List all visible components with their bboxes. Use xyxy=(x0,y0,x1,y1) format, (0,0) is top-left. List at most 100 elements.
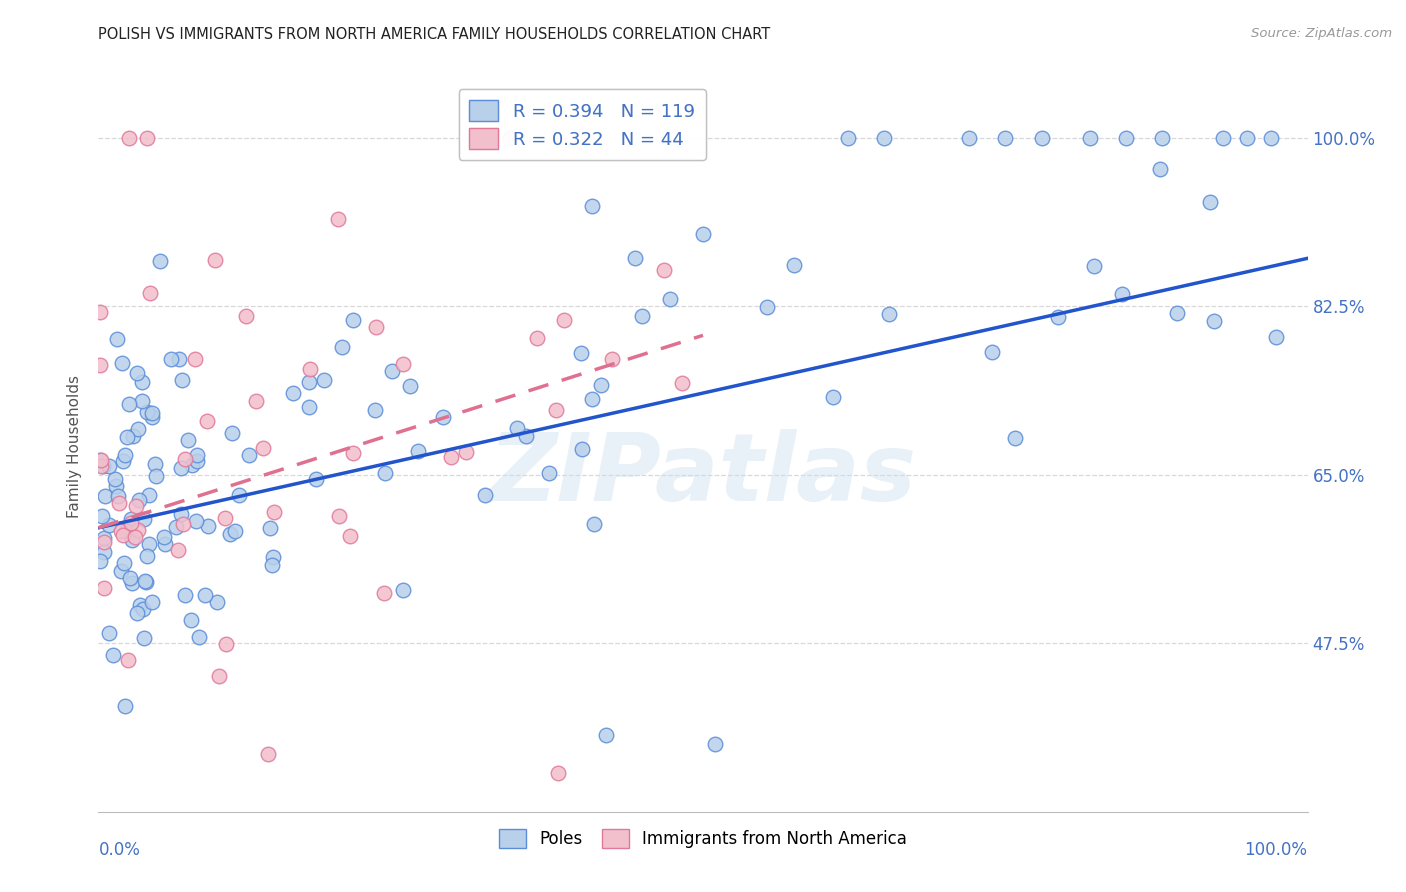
Point xyxy=(281,386,304,401)
Point xyxy=(111,355,134,369)
Point xyxy=(205,595,228,609)
Point xyxy=(118,131,141,145)
Point xyxy=(262,558,284,572)
Point xyxy=(235,309,257,323)
Point xyxy=(252,441,274,455)
Point xyxy=(228,488,250,502)
Point xyxy=(89,358,111,372)
Point xyxy=(128,492,150,507)
Point xyxy=(110,524,132,538)
Point xyxy=(132,601,155,615)
Point xyxy=(1260,131,1282,145)
Point xyxy=(118,571,141,585)
Point xyxy=(174,452,197,467)
Point xyxy=(873,131,896,145)
Point xyxy=(440,450,463,465)
Point xyxy=(474,488,496,502)
Point xyxy=(112,528,135,542)
Y-axis label: Family Households: Family Households xyxy=(67,375,83,517)
Point xyxy=(134,574,156,589)
Point xyxy=(93,458,115,473)
Point xyxy=(197,519,219,533)
Point xyxy=(194,588,217,602)
Point xyxy=(373,586,395,600)
Point xyxy=(581,199,603,213)
Point xyxy=(391,582,413,597)
Point xyxy=(129,599,152,613)
Point xyxy=(658,293,681,307)
Point xyxy=(515,429,537,443)
Point xyxy=(298,362,321,376)
Point xyxy=(97,626,120,640)
Point xyxy=(298,400,321,414)
Point xyxy=(245,394,267,409)
Point xyxy=(215,637,238,651)
Point xyxy=(110,564,132,578)
Point xyxy=(141,410,163,425)
Point xyxy=(153,537,176,551)
Point xyxy=(1115,131,1137,145)
Point xyxy=(704,737,727,751)
Point xyxy=(392,358,415,372)
Point xyxy=(782,258,804,272)
Point xyxy=(134,574,156,589)
Point xyxy=(93,531,115,545)
Point xyxy=(877,307,900,321)
Point xyxy=(135,549,157,564)
Point xyxy=(538,466,561,480)
Point xyxy=(330,340,353,354)
Point xyxy=(195,414,218,428)
Point xyxy=(107,489,129,503)
Point xyxy=(167,543,190,558)
Point xyxy=(112,454,135,468)
Text: ZIPatlas: ZIPatlas xyxy=(489,429,917,521)
Point xyxy=(107,332,129,346)
Point xyxy=(138,488,160,502)
Point xyxy=(108,495,131,509)
Point xyxy=(121,575,143,590)
Text: POLISH VS IMMIGRANTS FROM NORTH AMERICA FAMILY HOUSEHOLDS CORRELATION CHART: POLISH VS IMMIGRANTS FROM NORTH AMERICA … xyxy=(98,27,770,42)
Point xyxy=(127,366,149,380)
Point xyxy=(93,581,115,595)
Point xyxy=(837,131,859,145)
Point xyxy=(305,472,328,486)
Point xyxy=(571,442,593,456)
Point xyxy=(104,472,127,486)
Point xyxy=(152,531,174,545)
Point xyxy=(104,479,127,493)
Point xyxy=(98,458,121,473)
Point xyxy=(121,512,143,526)
Point xyxy=(498,131,520,145)
Point xyxy=(219,527,242,541)
Point xyxy=(138,537,160,551)
Point xyxy=(170,508,193,522)
Point xyxy=(89,305,111,319)
Point xyxy=(298,376,321,390)
Point xyxy=(93,545,115,559)
Point xyxy=(208,668,231,682)
Point xyxy=(145,468,167,483)
Point xyxy=(994,131,1017,145)
Point xyxy=(1199,195,1222,210)
Point xyxy=(172,516,194,531)
Point xyxy=(93,535,115,549)
Point xyxy=(173,588,195,602)
Point xyxy=(122,429,145,443)
Point xyxy=(381,364,404,378)
Point xyxy=(1166,306,1188,320)
Point xyxy=(957,131,980,145)
Point xyxy=(184,351,207,366)
Point xyxy=(1004,431,1026,445)
Text: 100.0%: 100.0% xyxy=(1244,841,1308,859)
Point xyxy=(432,409,454,424)
Point xyxy=(167,352,190,367)
Point xyxy=(120,516,142,531)
Point xyxy=(188,631,211,645)
Point xyxy=(339,529,361,543)
Point xyxy=(981,344,1004,359)
Point xyxy=(1083,260,1105,274)
Point xyxy=(262,550,284,565)
Point xyxy=(90,452,112,467)
Point xyxy=(314,372,336,386)
Point xyxy=(1212,131,1234,145)
